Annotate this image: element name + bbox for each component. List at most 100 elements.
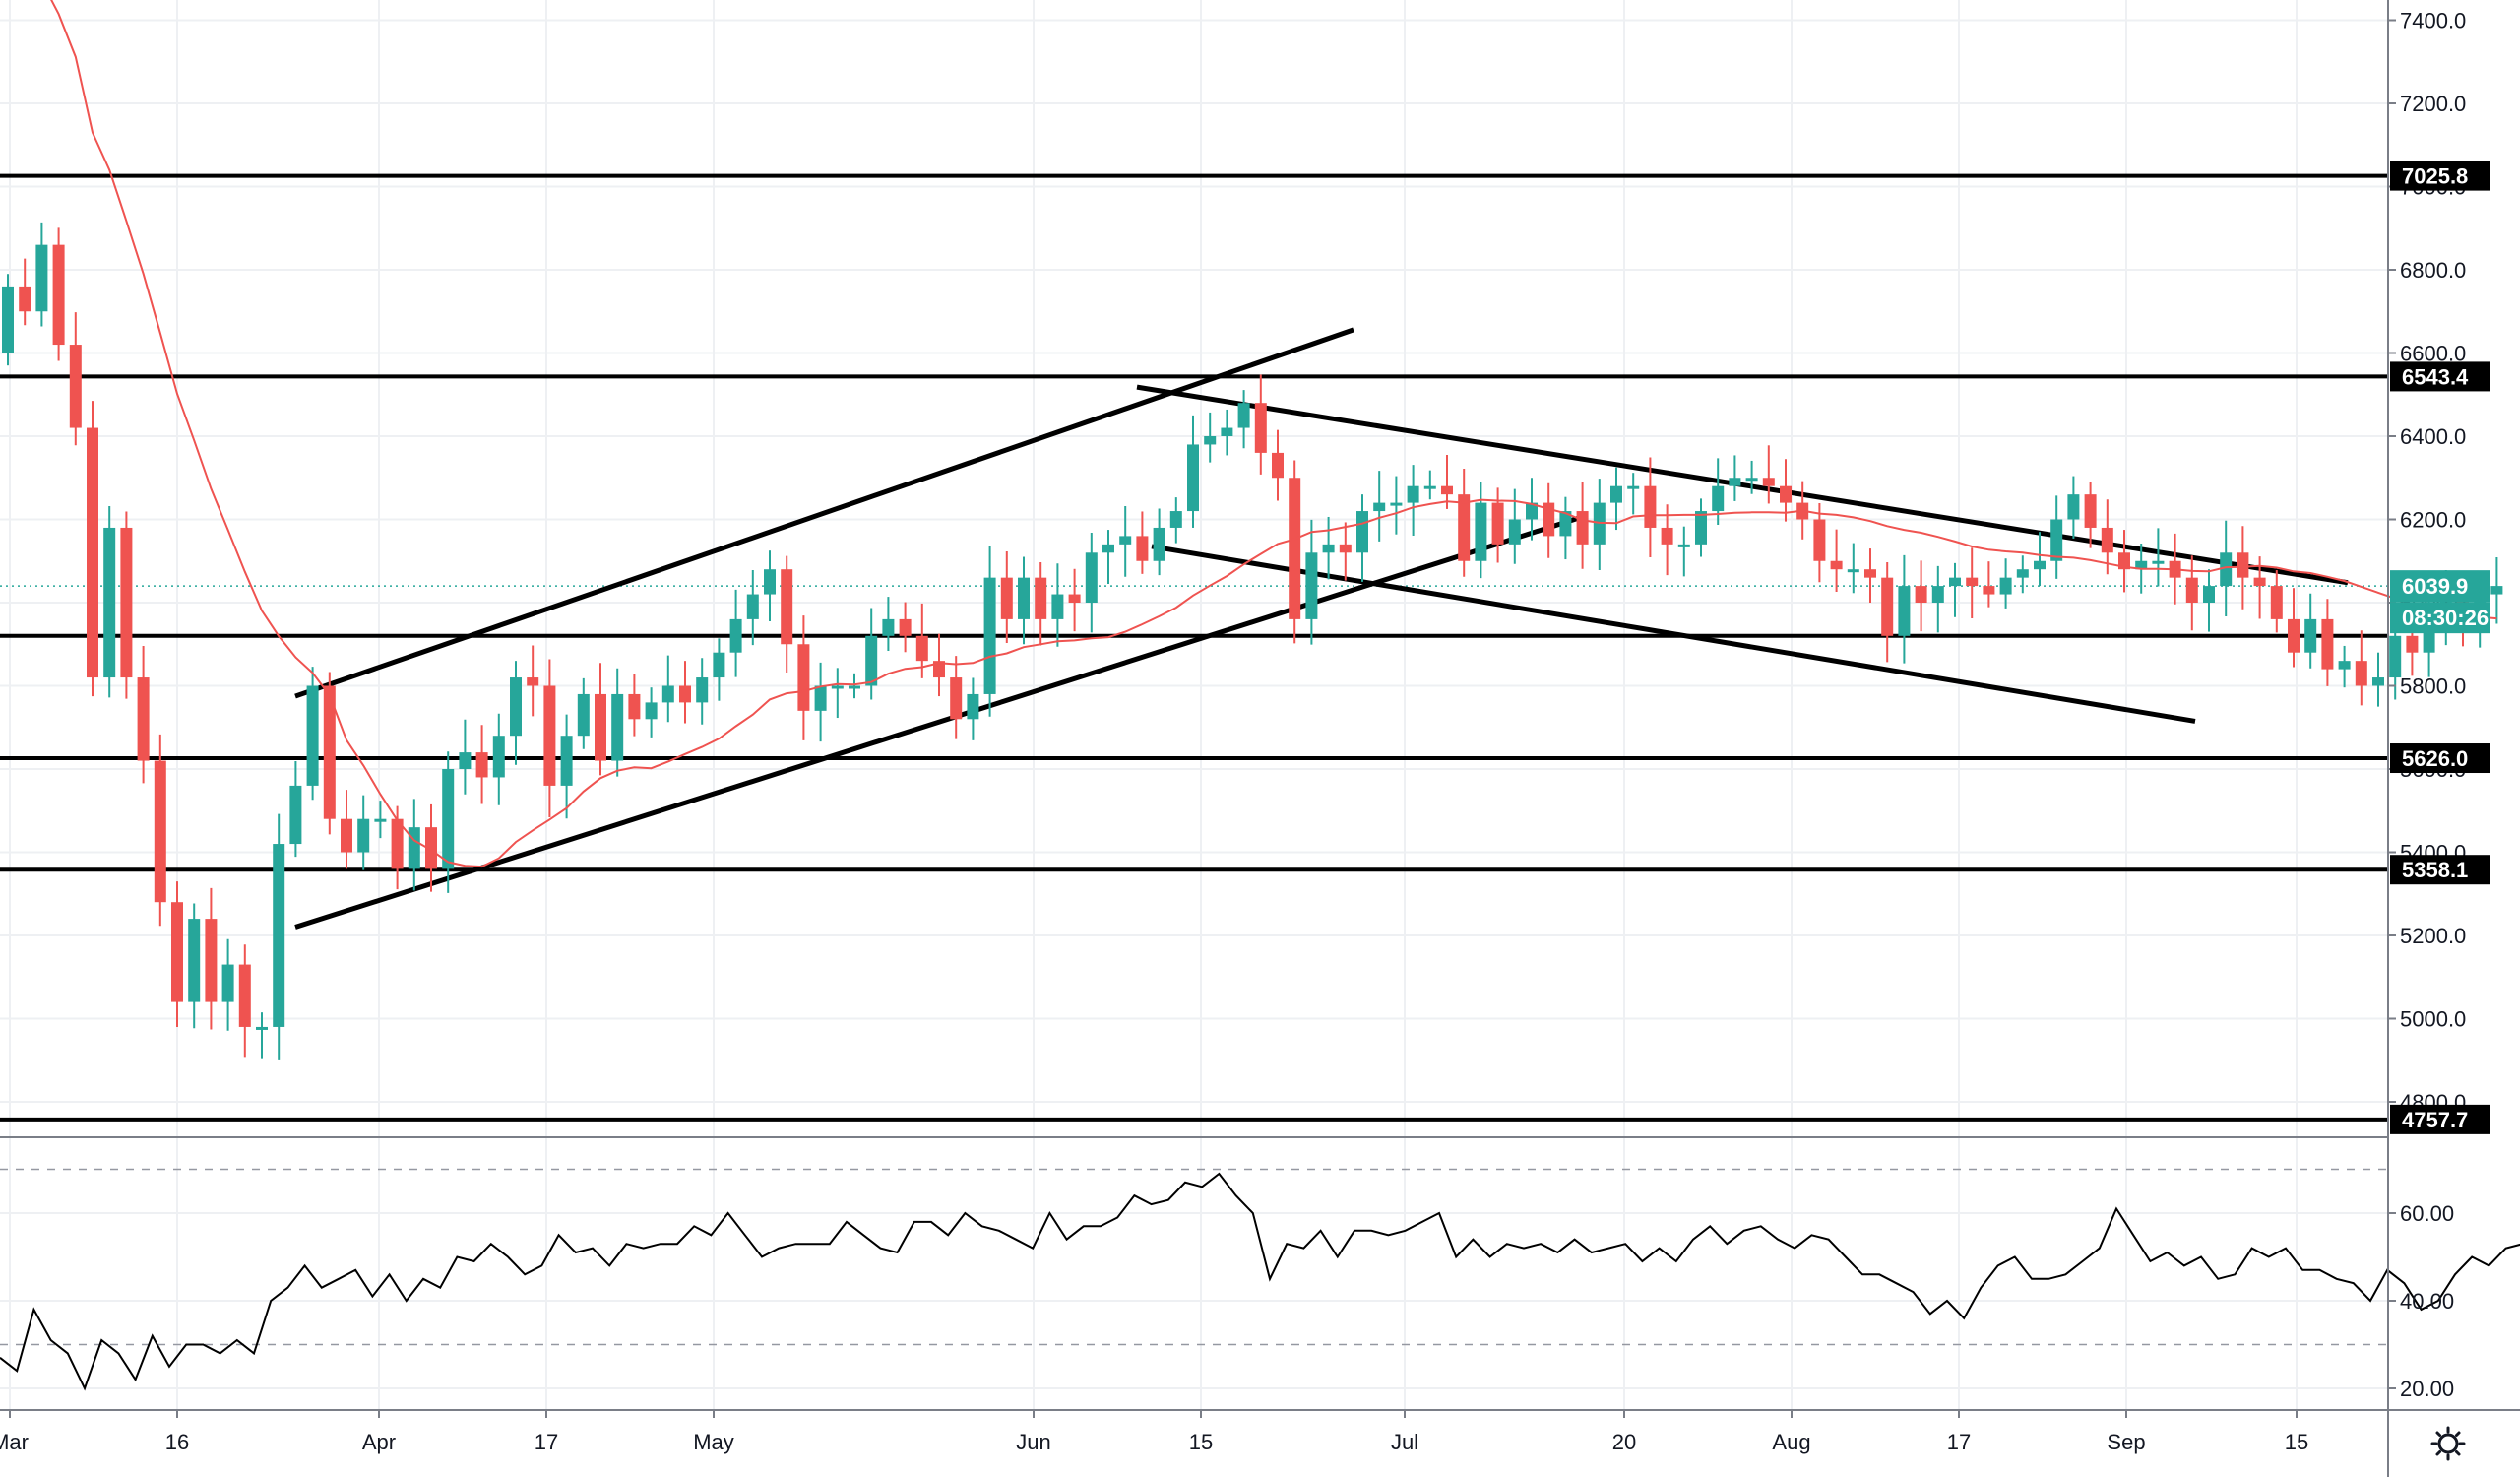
candle	[2152, 528, 2165, 587]
price-tick-label: 6400.0	[2400, 424, 2466, 449]
candle-body	[120, 527, 133, 678]
candle-body	[1526, 502, 1538, 520]
level-label-text: 6543.4	[2402, 364, 2469, 389]
candle-body	[713, 652, 725, 678]
candle	[1898, 554, 1911, 664]
candle-body	[1983, 586, 1995, 595]
candle	[1153, 508, 1166, 576]
candle-body	[645, 702, 658, 720]
candle	[967, 677, 979, 740]
candle-body	[1830, 560, 1843, 570]
candle-body	[1898, 586, 1911, 636]
candle	[35, 222, 48, 327]
candle-body	[1237, 403, 1250, 428]
time-tick-label: 16	[165, 1430, 189, 1454]
candle	[256, 1012, 268, 1059]
candle-body	[1745, 478, 1758, 482]
candle-body	[2372, 677, 2384, 686]
candle-body	[273, 844, 285, 1027]
candle	[1526, 478, 1538, 541]
candle-body	[1661, 527, 1673, 545]
trendline	[1136, 384, 2349, 586]
candle	[1289, 460, 1301, 644]
candle	[2203, 569, 2215, 632]
time-tick-label: 17	[535, 1430, 558, 1454]
trendlines[interactable]	[294, 327, 2349, 930]
candle-body	[1458, 494, 1471, 561]
candle	[357, 795, 370, 870]
candle-body	[154, 760, 166, 903]
level-label: 6543.4	[2390, 361, 2490, 392]
level-label-box	[2390, 1104, 2490, 1134]
candle-body	[1423, 485, 1436, 489]
current-price-text: 6039.9	[2402, 574, 2468, 599]
candle-body	[1051, 594, 1064, 619]
candle	[983, 546, 996, 717]
level-label: 5626.0	[2390, 743, 2490, 774]
candle-body	[2203, 586, 2215, 603]
candle	[1035, 562, 1047, 646]
candle	[2372, 652, 2384, 707]
candle-body	[2270, 586, 2283, 619]
price-tick-label: 7200.0	[2400, 92, 2466, 116]
candle-body	[814, 685, 827, 711]
candle-body	[1999, 577, 2012, 595]
candle-body	[341, 818, 352, 853]
candle-body	[983, 577, 996, 694]
candle-body	[950, 677, 963, 720]
candle	[2185, 555, 2198, 631]
candle-body	[628, 693, 641, 720]
candle	[1830, 529, 1843, 593]
candle	[1423, 470, 1436, 500]
candle	[475, 725, 488, 804]
candle-body	[2084, 494, 2097, 528]
candle	[2101, 499, 2113, 575]
candle-body	[1373, 502, 1386, 512]
candle	[628, 674, 641, 737]
candle-body	[1949, 577, 1961, 587]
candle-body	[205, 919, 218, 1002]
candle-body	[1322, 544, 1335, 553]
candle-body	[1339, 544, 1352, 553]
candle	[797, 615, 810, 740]
candle	[205, 887, 218, 1030]
candle	[543, 659, 556, 818]
candle	[1373, 471, 1386, 542]
candle	[1475, 482, 1487, 579]
candlestick-series	[2, 222, 2503, 1060]
candle-body	[256, 1026, 268, 1030]
candle-body	[2016, 569, 2029, 578]
level-label-text: 5358.1	[2402, 858, 2468, 882]
candle-body	[188, 919, 201, 1002]
candle-body	[1475, 502, 1487, 561]
candle	[1949, 562, 1961, 617]
candle	[1999, 558, 2012, 609]
candle-body	[1085, 552, 1098, 603]
horizontal-levels[interactable]	[0, 173, 2388, 1122]
settings-icon[interactable]	[2430, 1426, 2466, 1461]
candle-body	[2050, 519, 2063, 561]
candle	[2220, 520, 2233, 616]
candle-body	[442, 769, 455, 869]
candle	[1068, 568, 1081, 632]
current-price-box	[2390, 570, 2490, 603]
candle-body	[306, 685, 319, 786]
level-label: 7025.8	[2390, 161, 2490, 191]
candle	[2355, 630, 2367, 706]
candle	[120, 511, 133, 699]
candle	[171, 881, 183, 1027]
candle-body	[2338, 661, 2351, 670]
moving-average-line	[50, 0, 2497, 868]
candle	[1237, 390, 1250, 449]
candle	[425, 803, 437, 892]
candle	[1762, 445, 1775, 504]
candle-body	[374, 818, 387, 822]
candle	[1441, 455, 1453, 509]
candle	[1695, 498, 1707, 557]
candle	[915, 603, 928, 678]
candle-body	[1695, 511, 1707, 545]
candle-body	[1204, 436, 1217, 445]
trendline	[294, 327, 1354, 699]
candle-body	[1915, 586, 1927, 603]
